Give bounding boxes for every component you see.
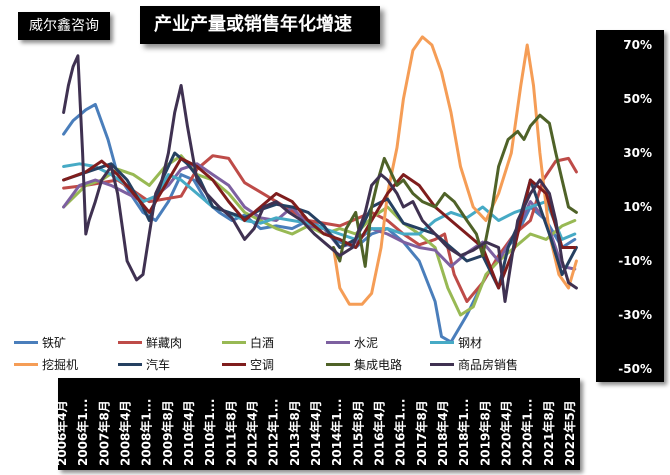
x-tick-label: 2016年1... [393,399,408,466]
x-tick-label: 2006年1... [75,399,90,466]
legend-label: 挖掘机 [42,357,79,372]
legend-label: 商品房销售 [458,357,519,372]
x-tick-label: 2012年1... [266,399,281,466]
legend-item: 汽车 [118,356,222,372]
x-tick-label: 2010年4月 [181,400,196,466]
legend-swatch [14,340,38,344]
y-tick-label: -10% [618,254,652,268]
x-tick-label: 2020年1... [520,399,535,466]
legend-label: 汽车 [146,357,171,372]
legend-label: 铁矿 [42,335,67,350]
series-layer [62,35,578,344]
legend-swatch [14,362,38,366]
legend-swatch [326,362,350,366]
x-tick-label: 2008年4月 [118,400,133,466]
series-line-5 [332,35,578,306]
y-tick-label: 30% [623,146,652,160]
x-tick-label: 2018年1... [456,399,471,466]
series-line-6 [62,151,578,290]
x-tick-label: 2006年4月 [54,400,69,466]
x-tick-label: 2008年1... [139,399,154,466]
series-line-1 [62,154,578,303]
x-axis-panel [58,378,580,470]
legend-swatch [430,362,454,366]
x-tick-label: 2021年8月 [541,400,556,466]
x-tick-label: 2015年8月 [350,400,365,466]
legend-item: 空调 [222,356,326,372]
y-tick-labels: 70% 50% 30% 10% -10% -30% -50% [618,38,652,376]
y-tick-label: 70% [623,38,652,52]
x-tick-label: 2019年8月 [477,400,492,466]
legend-swatch [326,340,350,344]
legend-swatch [222,340,246,344]
brand-label: 威尔鑫咨询 [18,12,110,40]
x-tick-label: 2009年8月 [160,400,175,466]
series-line-8 [332,113,578,268]
y-tick-label: -30% [618,308,652,322]
legend-label: 集成电路 [354,357,403,372]
legend-label: 水泥 [354,335,379,350]
x-tick-label: 2010年1... [202,399,217,466]
legend-item: 商品房销售 [430,356,534,372]
x-tick-labels: 2006年4月 2006年1... 2007年8月 2008年4月 2008年1... 2… [54,399,577,467]
legend-swatch [430,340,454,344]
legend-swatch [222,362,246,366]
series-line-9 [62,54,578,303]
legend-item: 集成电路 [326,356,430,372]
x-tick-label: 2017年8月 [414,400,429,466]
legend-label: 鲜藏肉 [146,335,183,350]
x-tick-label: 2007年8月 [96,400,111,466]
x-tick-label: 2012年4月 [245,400,260,466]
x-tick-label: 2014年1... [329,399,344,466]
legend-swatch [118,340,142,344]
chart-title: 产业产量或销售年化增速 [140,6,380,44]
legend-item: 鲜藏肉 [118,334,222,350]
y-tick-label: 10% [623,200,652,214]
y-tick-label: -50% [618,362,652,376]
legend-item: 白酒 [222,334,326,350]
legend-item: 铁矿 [14,334,118,350]
series-line-2 [62,154,577,317]
y-axis-panel [596,30,664,382]
x-tick-label: 2011年8月 [223,400,238,466]
legend-item: 钢材 [430,334,534,350]
y-tick-label: 50% [623,92,652,106]
legend-item: 挖掘机 [14,356,118,372]
x-tick-label: 2020年4月 [499,400,514,466]
legend: 铁矿 鲜藏肉 白酒 水泥 钢材挖掘机 汽车 空调 集成电路 商品房销售 [14,334,534,372]
x-tick-label: 2013年8月 [287,400,302,466]
x-tick-label: 2018年4月 [435,400,450,466]
x-tick-label: 2016年4月 [372,400,387,466]
legend-item: 水泥 [326,334,430,350]
legend-swatch [118,362,142,366]
x-tick-label: 2022年5月 [562,400,577,466]
legend-label: 空调 [250,357,275,372]
legend-label: 白酒 [250,335,275,350]
x-tick-label: 2014年4月 [308,400,323,466]
legend-label: 钢材 [458,335,483,350]
